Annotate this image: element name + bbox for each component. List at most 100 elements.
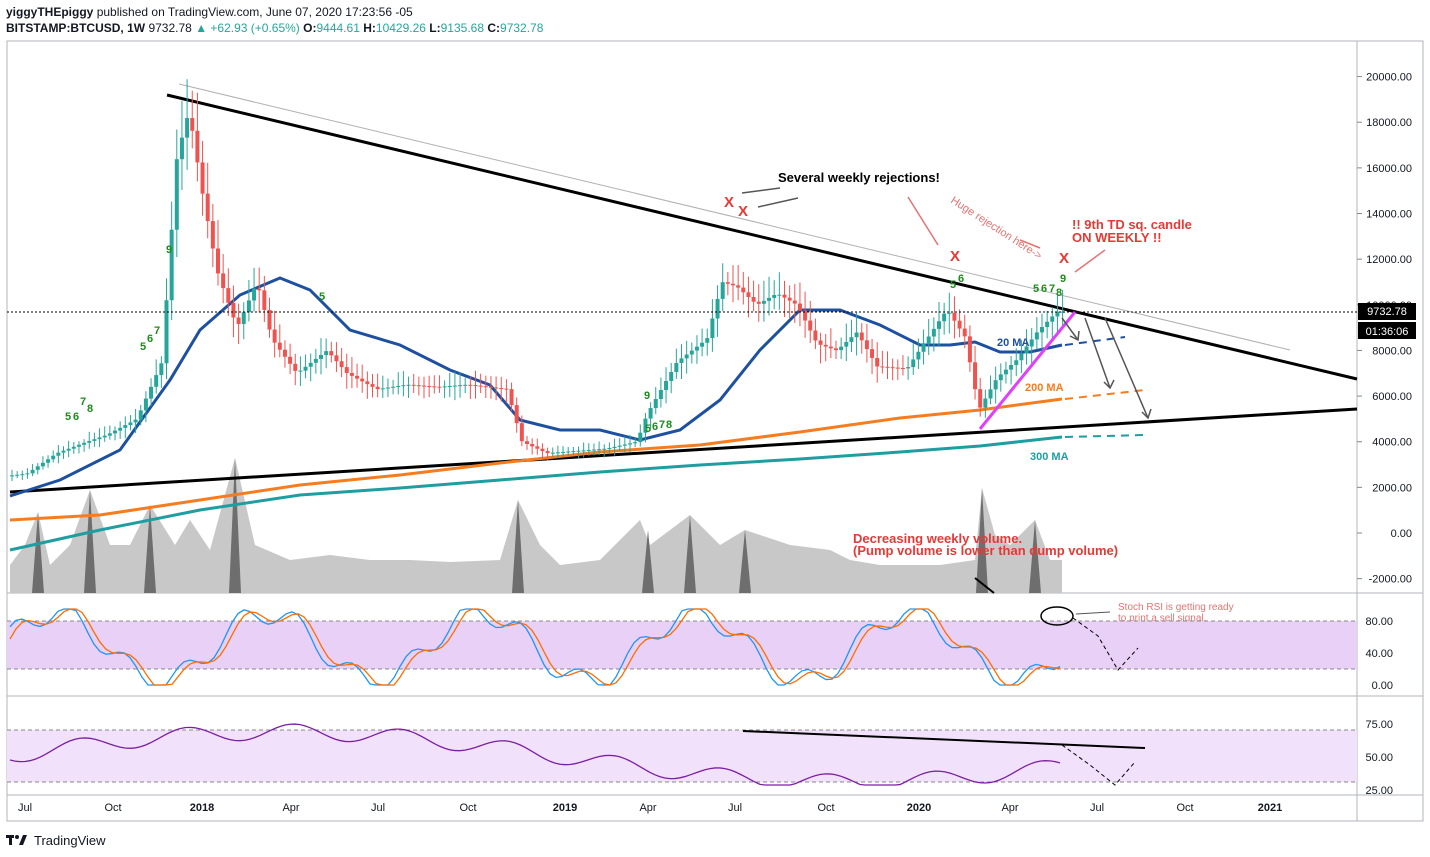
candle-body[interactable] <box>432 386 437 388</box>
candle-body[interactable] <box>772 294 777 298</box>
candle-body[interactable] <box>834 348 838 351</box>
candle-body[interactable] <box>818 340 823 345</box>
candle-body[interactable] <box>741 287 746 293</box>
candle-body[interactable] <box>324 351 329 356</box>
candle-body[interactable] <box>849 337 854 342</box>
candle-body[interactable] <box>808 320 813 331</box>
candle-body[interactable] <box>71 446 76 449</box>
candle-body[interactable] <box>174 159 179 230</box>
candle-body[interactable] <box>1050 316 1055 322</box>
candle-body[interactable] <box>138 410 143 420</box>
candle-body[interactable] <box>385 387 390 389</box>
candle-body[interactable] <box>947 312 952 314</box>
candle-body[interactable] <box>375 386 380 390</box>
candle-body[interactable] <box>277 342 282 350</box>
candle-body[interactable] <box>797 303 802 311</box>
candle-body[interactable] <box>288 356 293 364</box>
candle-body[interactable] <box>97 437 102 440</box>
candle-body[interactable] <box>628 443 632 445</box>
candle-body[interactable] <box>221 273 226 289</box>
candle-body[interactable] <box>406 384 411 386</box>
candle-body[interactable] <box>648 408 653 419</box>
candle-body[interactable] <box>931 328 936 337</box>
candle-body[interactable] <box>602 448 607 450</box>
candle-body[interactable] <box>617 445 622 447</box>
candle-body[interactable] <box>1029 339 1034 347</box>
candle-body[interactable] <box>56 452 61 456</box>
candle-body[interactable] <box>164 300 169 364</box>
candle-body[interactable] <box>612 446 617 449</box>
candle-body[interactable] <box>962 328 967 337</box>
candle-body[interactable] <box>334 355 339 362</box>
candle-body[interactable] <box>803 310 808 321</box>
candle-body[interactable] <box>391 386 396 388</box>
candle-body[interactable] <box>380 388 385 390</box>
candle-body[interactable] <box>262 290 267 310</box>
candle-body[interactable] <box>442 386 447 388</box>
candle-body[interactable] <box>937 321 941 329</box>
candle-body[interactable] <box>746 292 751 297</box>
footer-brand[interactable]: TradingView <box>34 832 106 848</box>
candle-body[interactable] <box>107 433 112 436</box>
candle-body[interactable] <box>638 432 643 443</box>
candle-body[interactable] <box>555 452 560 454</box>
candle-series[interactable] <box>10 79 1065 482</box>
candle-body[interactable] <box>736 285 741 288</box>
candle-body[interactable] <box>10 475 14 477</box>
candle-body[interactable] <box>267 309 272 330</box>
candle-body[interactable] <box>973 362 978 390</box>
candle-body[interactable] <box>190 118 195 131</box>
candle-body[interactable] <box>906 367 911 369</box>
candle-body[interactable] <box>422 385 426 387</box>
candle-body[interactable] <box>1060 311 1065 313</box>
candle-body[interactable] <box>823 344 828 347</box>
candle-body[interactable] <box>689 350 694 355</box>
candle-body[interactable] <box>349 372 354 376</box>
candle-body[interactable] <box>679 358 684 363</box>
candle-body[interactable] <box>458 385 463 387</box>
candle-body[interactable] <box>880 366 885 368</box>
candle-body[interactable] <box>1040 327 1044 333</box>
candle-body[interactable] <box>530 444 535 447</box>
candle-body[interactable] <box>1055 311 1060 317</box>
candle-body[interactable] <box>545 451 550 454</box>
candle-body[interactable] <box>767 297 772 301</box>
candle-body[interactable] <box>499 387 504 389</box>
candle-body[interactable] <box>561 451 566 453</box>
candle-body[interactable] <box>241 312 246 324</box>
candle-body[interactable] <box>61 450 66 453</box>
candle-body[interactable] <box>761 300 766 304</box>
candle-body[interactable] <box>51 455 56 460</box>
candle-body[interactable] <box>236 317 241 324</box>
candle-body[interactable] <box>756 301 761 304</box>
candle-body[interactable] <box>720 282 725 299</box>
candle-body[interactable] <box>1045 321 1050 328</box>
candle-body[interactable] <box>550 452 555 454</box>
candle-body[interactable] <box>504 388 509 390</box>
candle-body[interactable] <box>591 449 596 451</box>
candle-body[interactable] <box>66 448 71 451</box>
candle-body[interactable] <box>813 330 818 341</box>
candle-body[interactable] <box>519 423 524 442</box>
candle-body[interactable] <box>978 389 983 408</box>
candle-body[interactable] <box>200 162 205 194</box>
candle-body[interactable] <box>149 386 154 399</box>
candle-body[interactable] <box>231 302 236 318</box>
candle-body[interactable] <box>885 366 890 368</box>
candle-body[interactable] <box>870 349 875 358</box>
candle-body[interactable] <box>216 248 220 274</box>
candle-body[interactable] <box>473 385 478 387</box>
candle-body[interactable] <box>447 385 452 387</box>
price-axis[interactable]: 20000.00 18000.00 16000.00 14000.00 12000.00… <box>1357 72 1412 586</box>
candle-body[interactable] <box>725 282 730 284</box>
candle-body[interactable] <box>35 466 40 470</box>
candle-body[interactable] <box>123 425 128 428</box>
candle-body[interactable] <box>576 450 581 452</box>
candle-body[interactable] <box>705 338 710 343</box>
candle-body[interactable] <box>40 462 45 467</box>
candle-body[interactable] <box>731 283 735 286</box>
candle-body[interactable] <box>133 419 138 423</box>
candle-body[interactable] <box>87 440 92 443</box>
candle-body[interactable] <box>844 341 849 347</box>
